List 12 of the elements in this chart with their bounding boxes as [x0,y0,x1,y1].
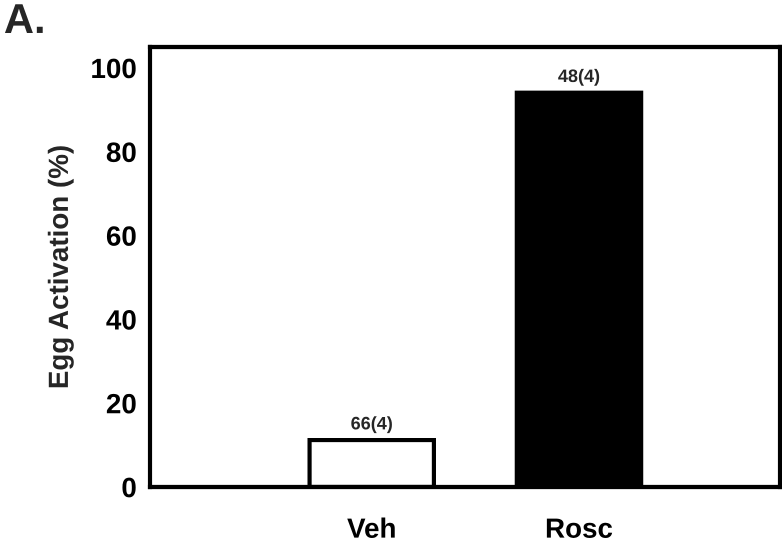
x-tick-label: Veh [347,518,395,538]
text: A. [4,4,43,33]
y-tick-label: 60 [106,226,136,246]
y-tick-label: 100 [92,58,136,78]
y-axis-title: Egg Activation (%) [48,146,74,388]
y-tick-label: 80 [106,142,136,162]
annotation: 66(4) [351,416,392,434]
annotation: 48(4) [558,68,600,86]
y-tick-label: 20 [106,394,136,414]
y-tick-label: 0 [122,478,136,498]
x-tick-label: Rosc [546,518,612,538]
y-tick-label: 40 [106,310,136,330]
